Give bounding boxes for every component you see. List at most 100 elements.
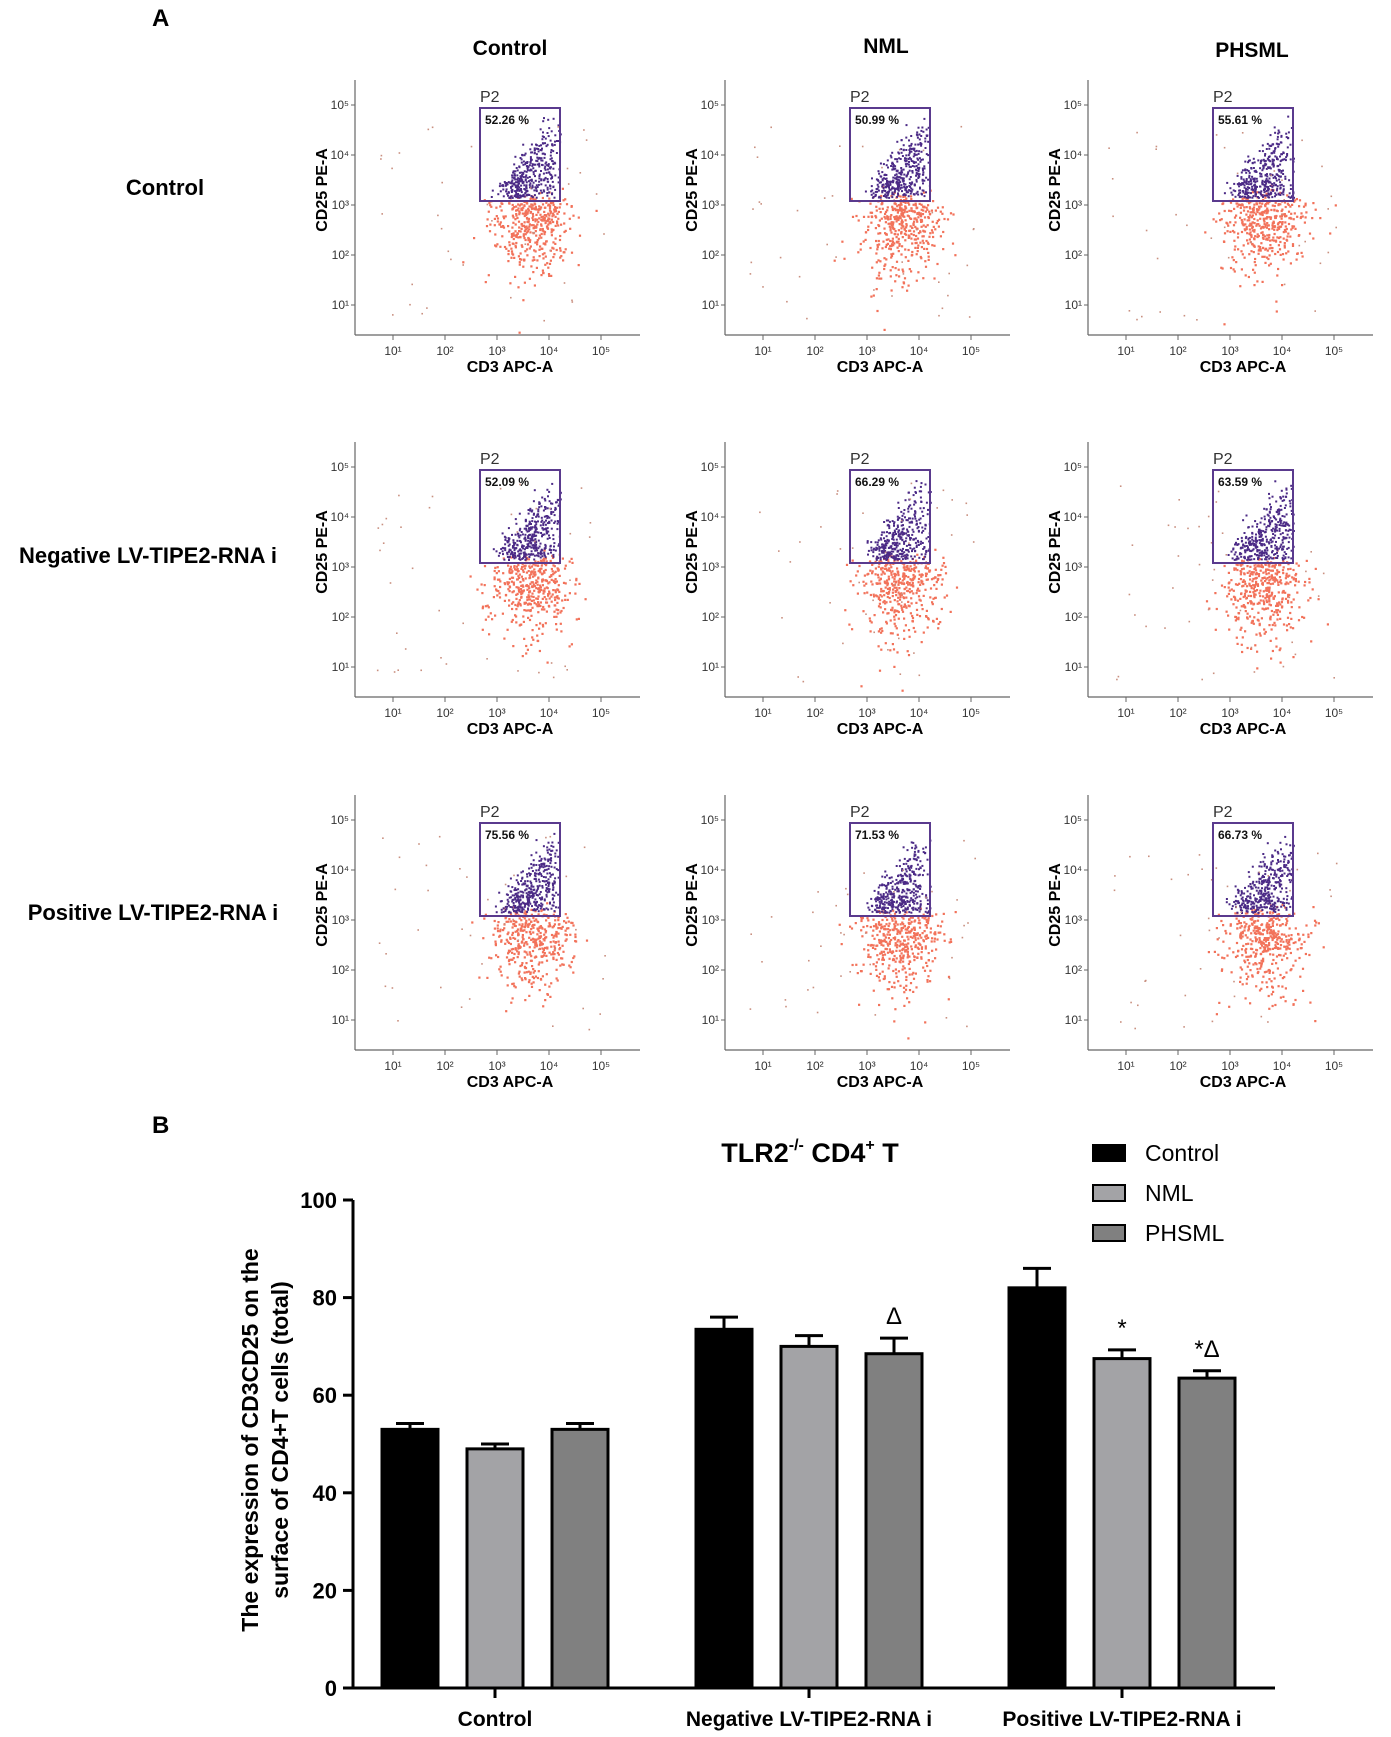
- gated-event-dot: [887, 192, 890, 195]
- gated-event-dot: [1265, 167, 1268, 170]
- event-dot: [1256, 667, 1259, 670]
- event-dot: [934, 576, 937, 579]
- event-dot: [1269, 639, 1272, 642]
- event-dot: [1249, 572, 1252, 575]
- event-dot: [871, 266, 874, 269]
- event-dot: [525, 213, 528, 216]
- event-dot: [875, 209, 878, 212]
- gated-event-dot: [898, 183, 901, 186]
- event-dot: [1245, 590, 1248, 593]
- event-dot: [543, 210, 546, 213]
- event-dot: [535, 597, 538, 600]
- gated-event-dot: [520, 549, 523, 552]
- event-dot: [898, 223, 901, 226]
- gated-event-dot: [1274, 147, 1277, 150]
- event-dot: [1273, 204, 1276, 208]
- gated-event-dot: [535, 548, 538, 550]
- event-dot: [1259, 589, 1262, 592]
- outlier-dot: [881, 166, 883, 169]
- gated-event-dot: [1263, 189, 1265, 191]
- gated-event-dot: [1275, 545, 1278, 548]
- event-dot: [540, 223, 543, 226]
- event-dot: [522, 206, 525, 209]
- event-dot: [1241, 580, 1244, 583]
- event-dot: [1289, 262, 1292, 265]
- gated-event-dot: [557, 504, 560, 507]
- gated-event-dot: [504, 547, 507, 550]
- event-dot: [867, 228, 870, 232]
- gated-event-dot: [548, 191, 551, 194]
- event-dot: [1264, 223, 1267, 226]
- gated-event-dot: [867, 553, 869, 556]
- event-dot: [893, 242, 896, 245]
- event-dot: [568, 560, 571, 563]
- event-dot: [1269, 604, 1272, 607]
- event-dot: [501, 235, 504, 238]
- gated-event-dot: [921, 126, 924, 129]
- gated-event-dot: [1276, 547, 1279, 550]
- gated-event-dot: [534, 528, 537, 531]
- gated-event-dot: [553, 545, 555, 548]
- event-dot: [893, 577, 896, 581]
- gated-event-dot: [510, 195, 513, 198]
- gated-event-dot: [885, 194, 888, 197]
- event-dot: [898, 577, 901, 580]
- event-dot: [900, 219, 904, 222]
- gated-event-dot: [1269, 167, 1272, 170]
- outlier-dot: [557, 126, 559, 128]
- event-dot: [1264, 607, 1267, 610]
- event-dot: [909, 578, 912, 581]
- outlier-dot: [778, 550, 780, 552]
- event-dot: [1223, 586, 1226, 589]
- gated-event-dot: [881, 190, 884, 192]
- event-dot: [496, 578, 500, 581]
- event-dot: [1317, 598, 1320, 601]
- gated-event-dot: [917, 541, 920, 544]
- gated-event-dot: [538, 157, 541, 160]
- gated-event-dot: [554, 508, 557, 511]
- gated-event-dot: [1269, 134, 1272, 137]
- event-dot: [1279, 661, 1282, 664]
- event-dot: [542, 558, 545, 562]
- gated-event-dot: [894, 165, 897, 168]
- event-dot: [550, 567, 553, 571]
- event-dot: [525, 248, 529, 251]
- event-dot: [1268, 233, 1271, 237]
- gated-event-dot: [905, 159, 908, 162]
- event-dot: [525, 609, 528, 612]
- event-dot: [1266, 568, 1269, 571]
- gated-event-dot: [890, 165, 893, 167]
- gated-event-dot: [543, 533, 546, 536]
- event-dot: [922, 235, 925, 238]
- event-dot: [896, 205, 899, 208]
- gated-event-dot: [1271, 163, 1274, 166]
- event-dot: [896, 246, 899, 249]
- event-dot: [874, 227, 877, 230]
- event-dot: [885, 591, 888, 595]
- event-dot: [1257, 234, 1260, 238]
- gated-event-dot: [908, 144, 911, 147]
- gated-event-dot: [545, 145, 548, 148]
- event-dot: [878, 219, 881, 222]
- gated-event-dot: [1269, 508, 1272, 511]
- event-dot: [535, 234, 538, 237]
- event-dot: [1308, 232, 1312, 235]
- event-dot: [1257, 573, 1261, 576]
- gated-event-dot: [1263, 554, 1266, 557]
- event-dot: [527, 616, 530, 619]
- gated-event-dot: [905, 149, 908, 151]
- gated-event-dot: [908, 521, 911, 524]
- gated-event-dot: [1288, 528, 1291, 531]
- gated-event-dot: [884, 173, 887, 176]
- event-dot: [1256, 280, 1259, 283]
- event-dot: [869, 246, 872, 250]
- event-dot: [553, 571, 556, 574]
- event-dot: [1264, 563, 1267, 566]
- event-dot: [1278, 610, 1281, 613]
- event-dot: [925, 247, 929, 251]
- gated-event-dot: [1281, 558, 1284, 561]
- gated-event-dot: [548, 534, 550, 537]
- event-dot: [1283, 228, 1286, 232]
- gated-event-dot: [1267, 541, 1270, 544]
- event-dot: [934, 209, 937, 212]
